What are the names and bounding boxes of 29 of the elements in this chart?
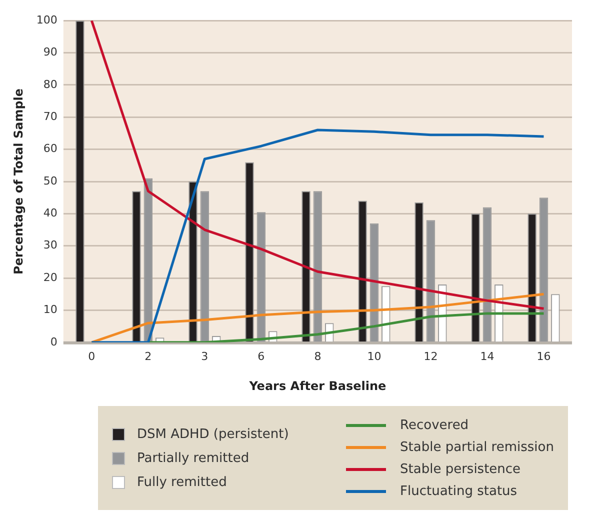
y-axis-title: Percentage of Total Sample (11, 88, 26, 275)
legend-label: DSM ADHD (persistent) (137, 426, 289, 442)
x-tick-label: 3 (201, 350, 208, 363)
y-tick-label: 10 (43, 303, 58, 316)
x-tick-label: 6 (258, 350, 265, 363)
y-tick-label: 20 (43, 270, 58, 284)
x-tick-label: 10 (367, 350, 382, 363)
y-tick-label: 70 (43, 110, 58, 123)
y-tick-label: 0 (50, 335, 58, 348)
y-tick-label: 80 (43, 78, 58, 91)
legend-label: Recovered (400, 418, 469, 432)
y-tick-label: 30 (43, 238, 58, 252)
legend-label: Stable partial remission (400, 440, 554, 454)
legend-label: Stable persistence (400, 462, 521, 476)
y-tick-label: 40 (43, 206, 58, 220)
legend-label: Fluctuating status (400, 484, 518, 498)
x-tick-label: 12 (424, 350, 438, 363)
y-tick-label: 60 (43, 142, 58, 156)
y-tick-label: 90 (43, 46, 58, 59)
legend-label: Fully remitted (137, 474, 227, 490)
x-tick-label: 0 (88, 350, 96, 363)
legend-label: Partially remitted (137, 450, 250, 466)
x-tick-label: 2 (144, 350, 152, 363)
y-tick-label: 100 (36, 13, 58, 26)
x-tick-label: 14 (480, 350, 494, 363)
x-tick-label: 16 (536, 350, 551, 363)
x-axis-title: Years After Baseline (248, 378, 386, 393)
y-tick-label: 50 (43, 174, 58, 188)
x-tick-label: 8 (314, 350, 322, 363)
